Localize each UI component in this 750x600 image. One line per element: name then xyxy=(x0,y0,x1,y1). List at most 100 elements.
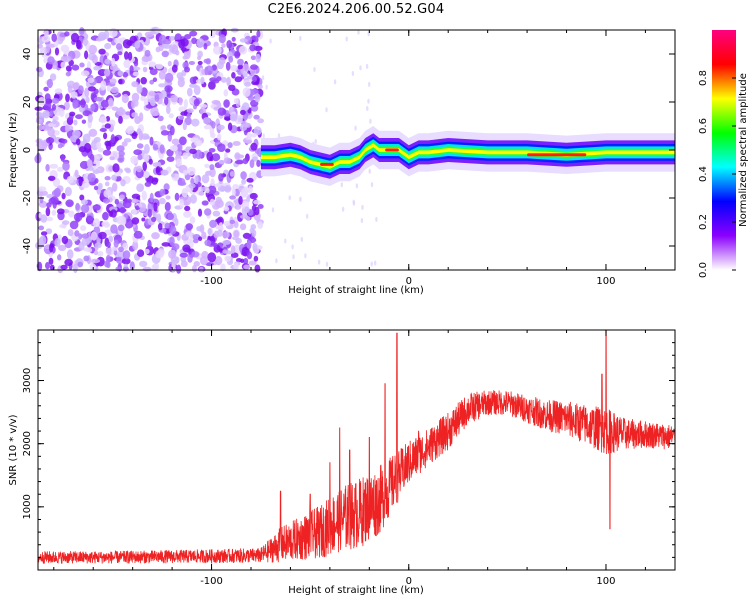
noise-speck xyxy=(218,222,224,231)
noise-speck xyxy=(223,220,231,227)
noise-speck xyxy=(105,115,111,122)
noise-speck xyxy=(193,98,200,107)
noise-speck xyxy=(366,106,369,111)
noise-speck xyxy=(193,238,199,244)
x-tick-label: -100 xyxy=(200,576,223,587)
noise-speck xyxy=(98,48,106,55)
spectrogram-y-ticks: -40 -20 0 20 40 xyxy=(22,48,675,254)
noise-speck xyxy=(101,221,106,227)
noise-speck xyxy=(239,214,248,219)
noise-speck xyxy=(44,93,51,102)
x-tick-label: 100 xyxy=(596,276,615,287)
snr-y-axis-label: SNR (10 * v/v) xyxy=(8,414,19,485)
noise-speck xyxy=(82,37,88,47)
noise-speck xyxy=(367,98,370,104)
noise-speck xyxy=(158,70,166,80)
noise-speck xyxy=(109,64,116,71)
noise-speck xyxy=(54,88,63,94)
noise-speck xyxy=(257,118,264,124)
noise-speck xyxy=(223,99,230,108)
noise-speck xyxy=(250,64,258,70)
noise-speck xyxy=(97,31,107,41)
noise-speck xyxy=(198,236,203,241)
noise-speck xyxy=(81,119,87,124)
noise-speck xyxy=(130,198,139,204)
noise-speck xyxy=(64,31,70,37)
noise-speck xyxy=(171,259,179,265)
noise-speck xyxy=(155,250,164,259)
noise-speck xyxy=(82,133,91,143)
noise-speck xyxy=(117,154,125,163)
noise-speck xyxy=(248,185,253,194)
noise-speck xyxy=(253,126,262,136)
noise-speck xyxy=(123,59,131,69)
noise-speck xyxy=(120,179,126,187)
noise-speck xyxy=(104,68,111,77)
noise-speck xyxy=(207,252,217,263)
noise-speck xyxy=(164,202,171,212)
noise-speck xyxy=(73,119,78,126)
noise-speck xyxy=(199,104,208,109)
noise-speck xyxy=(100,80,107,91)
noise-speck xyxy=(50,196,59,205)
noise-speck xyxy=(84,50,89,60)
noise-speck xyxy=(188,183,196,189)
spectrogram-x-ticks: -100 0 100 xyxy=(53,30,646,287)
snr-x-ticks: -100 0 100 xyxy=(53,330,646,587)
noise-speck xyxy=(127,51,133,61)
noise-speck xyxy=(197,60,203,66)
noise-speck xyxy=(223,185,232,193)
noise-speck xyxy=(49,243,54,253)
noise-speck xyxy=(131,209,138,215)
noise-speck xyxy=(151,177,158,185)
noise-speck xyxy=(242,87,251,97)
spectrogram-x-axis-label: Height of straight line (km) xyxy=(288,285,424,296)
noise-speck xyxy=(39,47,48,56)
noise-speck xyxy=(225,148,231,153)
colorbar-tick-label: 0.2 xyxy=(698,214,709,230)
noise-speck xyxy=(216,76,222,82)
noise-speck xyxy=(204,208,212,216)
noise-speck xyxy=(114,37,123,44)
noise-speck xyxy=(252,75,258,83)
noise-speck xyxy=(244,206,250,213)
noise-speck xyxy=(325,107,328,113)
noise-speck xyxy=(137,154,143,161)
noise-speck xyxy=(44,28,49,38)
noise-speck xyxy=(243,264,251,270)
noise-speck xyxy=(43,102,52,111)
noise-speck xyxy=(121,257,131,265)
noise-speck xyxy=(97,182,103,190)
noise-speck xyxy=(108,97,114,107)
noise-speck xyxy=(112,182,118,192)
noise-speck xyxy=(195,149,203,160)
noise-speck xyxy=(223,206,230,212)
noise-speck xyxy=(325,261,329,267)
noise-speck xyxy=(333,79,337,85)
noise-speck xyxy=(110,209,117,218)
y-tick-label: 0 xyxy=(22,147,33,153)
noise-speck xyxy=(243,122,252,128)
noise-speck xyxy=(88,166,94,171)
noise-speck xyxy=(233,262,239,271)
noise-speck xyxy=(131,92,140,102)
noise-speck xyxy=(79,27,85,35)
noise-speck xyxy=(133,60,139,67)
noise-speck xyxy=(242,102,250,111)
noise-speck xyxy=(35,118,42,124)
noise-speck xyxy=(52,97,60,104)
noise-speck xyxy=(223,89,229,97)
noise-speck xyxy=(189,148,197,154)
noise-speck xyxy=(129,65,134,75)
noise-speck xyxy=(196,226,204,232)
noise-speck xyxy=(119,106,124,112)
noise-speck xyxy=(212,242,218,248)
noise-speck xyxy=(179,252,188,258)
noise-speck xyxy=(122,71,129,78)
noise-speck xyxy=(257,221,264,229)
noise-speck xyxy=(164,96,169,106)
noise-speck xyxy=(49,73,57,81)
noise-speck xyxy=(45,43,51,54)
noise-speck xyxy=(138,130,144,141)
